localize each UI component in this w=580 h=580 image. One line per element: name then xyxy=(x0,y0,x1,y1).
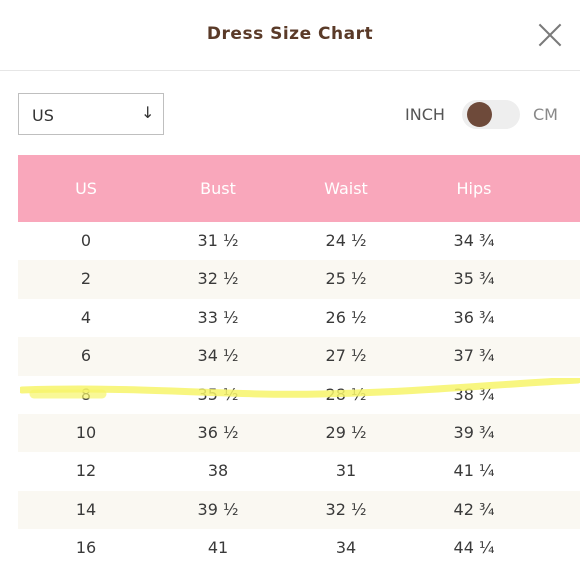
table-row: 12 38 31 41 ¼ xyxy=(18,452,580,490)
table-row: 4 33 ½ 26 ½ 36 ¾ xyxy=(18,299,580,337)
table-row: 16 41 34 44 ¼ xyxy=(18,529,580,567)
cell-bust: 39 ½ xyxy=(197,499,239,519)
cell-waist: 27 ½ xyxy=(325,346,367,366)
cell-size: 2 xyxy=(80,269,92,289)
cell-size: 12 xyxy=(75,461,97,481)
column-header-hips: Hips xyxy=(456,179,492,198)
column-header-waist: Waist xyxy=(324,179,368,198)
page-title: Dress Size Chart xyxy=(206,24,374,44)
region-select-value: US xyxy=(32,106,54,125)
table-row: 14 39 ½ 32 ½ 42 ¾ xyxy=(18,490,580,530)
cell-waist: 34 xyxy=(335,538,357,558)
cell-hips: 41 ¼ xyxy=(453,461,495,481)
size-table: US Bust Waist Hips 0 31 ½ 24 ½ 34 ¾ 2 32… xyxy=(18,155,580,568)
region-select[interactable]: US ↓ xyxy=(18,93,164,135)
cell-hips: 42 ¾ xyxy=(453,499,495,519)
cell-bust: 33 ½ xyxy=(197,307,239,327)
cell-bust: 35 ½ xyxy=(197,384,239,404)
column-header-bust: Bust xyxy=(200,179,236,198)
cell-waist: 24 ½ xyxy=(325,231,367,250)
cell-hips: 35 ¾ xyxy=(453,269,495,289)
table-row: 6 34 ½ 27 ½ 37 ¾ xyxy=(18,337,580,376)
cell-hips: 38 ¾ xyxy=(453,384,495,404)
table-header: US Bust Waist Hips xyxy=(18,155,580,222)
cell-bust: 34 ½ xyxy=(197,346,239,366)
cell-size: 6 xyxy=(80,346,92,366)
table-row: 10 36 ½ 29 ½ 39 ¾ xyxy=(18,413,580,453)
cell-size: 14 xyxy=(75,499,97,519)
cell-waist: 31 xyxy=(335,461,357,481)
cell-waist: 25 ½ xyxy=(325,269,367,289)
cell-waist: 28 ½ xyxy=(325,384,367,404)
cell-size: 8 xyxy=(80,384,92,404)
modal-header: Dress Size Chart xyxy=(0,0,580,71)
arrow-down-icon: ↓ xyxy=(141,103,155,122)
cell-size: 0 xyxy=(80,231,92,250)
close-icon[interactable] xyxy=(535,20,565,50)
cell-bust: 32 ½ xyxy=(197,269,239,289)
cell-waist: 32 ½ xyxy=(325,499,367,519)
cell-bust: 41 xyxy=(207,538,229,558)
unit-label-cm: CM xyxy=(533,105,558,124)
cell-waist: 29 ½ xyxy=(325,422,367,442)
cell-bust: 38 xyxy=(207,461,229,481)
cell-waist: 26 ½ xyxy=(325,307,367,327)
cell-hips: 36 ¾ xyxy=(453,307,495,327)
unit-label-inch: INCH xyxy=(405,105,445,124)
table-row: 8 35 ½ 28 ½ 38 ¾ xyxy=(18,376,580,414)
table-row: 0 31 ½ 24 ½ 34 ¾ xyxy=(18,222,580,260)
cell-size: 4 xyxy=(80,307,92,327)
cell-bust: 36 ½ xyxy=(197,422,239,442)
table-row: 2 32 ½ 25 ½ 35 ¾ xyxy=(18,260,580,299)
cell-hips: 34 ¾ xyxy=(453,231,495,250)
cell-hips: 44 ¼ xyxy=(453,538,495,558)
unit-toggle[interactable] xyxy=(462,100,520,129)
cell-size: 16 xyxy=(75,538,97,558)
column-header-us: US xyxy=(75,179,97,198)
cell-hips: 37 ¾ xyxy=(453,346,495,366)
toggle-knob xyxy=(467,102,492,127)
cell-size: 10 xyxy=(75,422,97,442)
cell-hips: 39 ¾ xyxy=(453,422,495,442)
cell-bust: 31 ½ xyxy=(197,231,239,250)
